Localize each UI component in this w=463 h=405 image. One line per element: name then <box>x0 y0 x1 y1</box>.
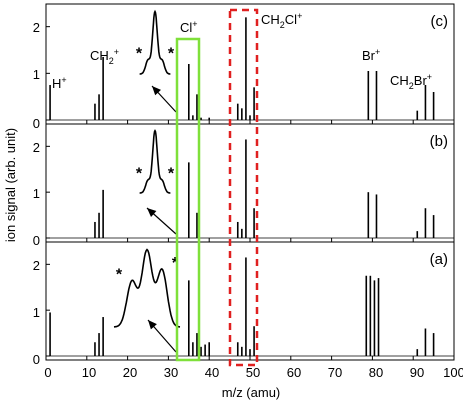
x-tick-label: 90 <box>410 365 424 380</box>
x-tick-label: 10 <box>82 365 96 380</box>
isotope-star-marker: * <box>116 266 123 283</box>
inset-arrow-head <box>148 320 157 330</box>
ion-label-ch2: CH2+ <box>90 47 119 66</box>
inset-arrow-head <box>152 86 161 96</box>
y-tick-label: 2 <box>33 140 40 155</box>
y-tick-label: 0 <box>33 352 40 367</box>
isotope-star-marker: * <box>168 166 175 183</box>
x-tick-label: 40 <box>205 365 219 380</box>
isotope-star-marker: * <box>136 45 143 62</box>
inset-peak-profile <box>113 248 181 328</box>
y-tick-labels-panel-c: 0 1 2 <box>33 20 40 131</box>
inset-peak-profile <box>139 9 171 75</box>
x-tick-label: 80 <box>369 365 383 380</box>
ion-label-cl: Cl+ <box>180 19 198 35</box>
x-tick-label: 100 <box>443 365 463 380</box>
x-axis-label: m/z (amu) <box>222 385 281 400</box>
x-tick-label: 50 <box>246 365 260 380</box>
x-tick-label: 0 <box>44 365 51 380</box>
x-tick-label: 30 <box>164 365 178 380</box>
x-tick-labels: 0 10 20 30 40 50 60 70 80 90 100 <box>44 365 463 380</box>
panels: (c) * * (b) * * (a) * * <box>45 3 455 361</box>
isotope-star-marker: * <box>172 255 179 272</box>
isotope-star-marker: * <box>136 166 143 183</box>
ion-label-ch2br: CH2Br+ <box>390 72 432 91</box>
y-tick-label: 2 <box>33 20 40 35</box>
y-tick-label: 1 <box>33 186 40 201</box>
y-tick-label: 2 <box>33 258 40 273</box>
y-tick-labels-panel-a: 0 1 2 <box>33 258 40 367</box>
cl-highlight-box <box>175 37 201 362</box>
y-tick-label: 1 <box>33 67 40 82</box>
ion-label-h: H+ <box>52 75 67 91</box>
y-tick-label: 1 <box>33 305 40 320</box>
x-tick-label: 20 <box>123 365 137 380</box>
y-tick-labels-panel-b: 0 1 2 <box>33 140 40 248</box>
x-tick-label: 60 <box>287 365 301 380</box>
panel-label: (c) <box>431 13 449 30</box>
ion-label-ch2cl: CH2Cl+ <box>261 11 302 30</box>
y-tick-label: 0 <box>33 233 40 248</box>
ion-label-br: Br+ <box>362 47 380 63</box>
panel-label: (a) <box>430 251 448 268</box>
panel-frame <box>45 3 455 125</box>
isotope-star-marker: * <box>168 45 175 62</box>
panel-label: (b) <box>430 133 448 150</box>
panel-frame <box>45 123 455 243</box>
y-tick-label: 0 <box>33 116 40 131</box>
x-tick-label: 70 <box>328 365 342 380</box>
ch2cl-highlight-box <box>228 8 259 367</box>
inset-peak-profile <box>139 129 171 194</box>
y-axis-label: ion signal (arb. unit) <box>3 128 18 242</box>
inset-arrow-head <box>147 208 157 217</box>
panel-frame <box>45 241 455 361</box>
